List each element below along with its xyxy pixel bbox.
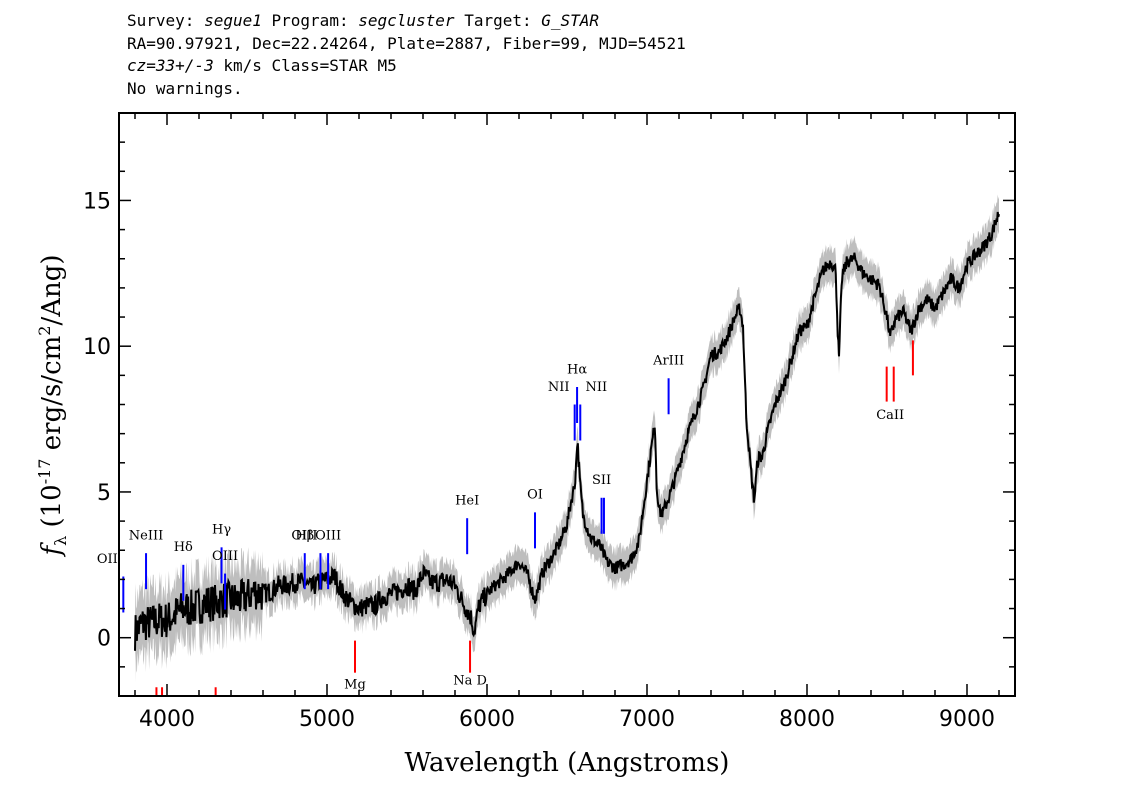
emission-line-label: Hγ xyxy=(212,523,231,538)
emission-line-label: Hβ xyxy=(295,529,314,544)
program-name: segcluster xyxy=(358,11,455,30)
y-tick-label: 0 xyxy=(97,627,111,652)
x-tick-label: 5000 xyxy=(299,707,355,732)
axis-ticks xyxy=(119,112,1015,696)
warnings-line: No warnings. xyxy=(127,78,243,98)
emission-line-label: NII xyxy=(585,380,607,395)
emission-line-label: OII xyxy=(97,552,118,567)
y-tick-label: 10 xyxy=(83,335,111,360)
x-tick-label: 9000 xyxy=(939,707,995,732)
emission-line-label: OIII xyxy=(315,529,341,544)
emission-line-label: HeI xyxy=(455,494,479,509)
absorption-line-label: Mg xyxy=(344,678,366,693)
target-label: Target: xyxy=(464,11,532,30)
plot-area xyxy=(122,194,1000,696)
emission-line-label: OI xyxy=(527,488,543,503)
program-label: Program: xyxy=(271,11,349,30)
y-axis-title: fλ (10-17 erg/s/cm2/Ang) xyxy=(35,254,70,557)
y-tick-label: 5 xyxy=(97,481,111,506)
survey-name: segue1 xyxy=(204,11,262,30)
x-tick-label: 7000 xyxy=(619,707,675,732)
absorption-line-label: CaII xyxy=(876,408,904,423)
target-name: G_STAR xyxy=(541,11,600,30)
error-band xyxy=(135,194,999,683)
spectrum-line xyxy=(134,211,1000,651)
x-axis-title: Wavelength (Angstroms) xyxy=(405,748,730,778)
emission-line-label: OIII xyxy=(212,549,238,564)
spectrum-header: Survey: segue1 Program: segcluster Targe… xyxy=(127,10,686,100)
absorption-line-label: Na D xyxy=(453,673,487,688)
survey-label: Survey: xyxy=(127,11,195,30)
emission-line-label: NeIII xyxy=(129,529,163,544)
coordinates-line: RA=90.97921, Dec=22.24264, Plate=2887, F… xyxy=(127,33,686,53)
y-tick-label: 15 xyxy=(83,189,111,214)
x-tick-label: 6000 xyxy=(459,707,515,732)
spectral-line-markers xyxy=(122,340,914,696)
redshift-value: cz=33+/-3 xyxy=(127,56,214,75)
tick-labels: 4000 5000 6000 7000 8000 9000 0 5 10 15 xyxy=(83,189,995,732)
emission-line-label: NII xyxy=(548,380,570,395)
emission-line-label: Hδ xyxy=(174,540,193,555)
emission-line-label: ArIII xyxy=(652,354,684,369)
emission-line-label: SII xyxy=(592,473,611,488)
x-tick-label: 4000 xyxy=(139,707,195,732)
emission-line-label: Hα xyxy=(567,362,587,377)
x-tick-label: 8000 xyxy=(779,707,835,732)
class-info: km/s Class=STAR M5 xyxy=(213,56,397,75)
emission-line-label: OIII xyxy=(291,529,317,544)
